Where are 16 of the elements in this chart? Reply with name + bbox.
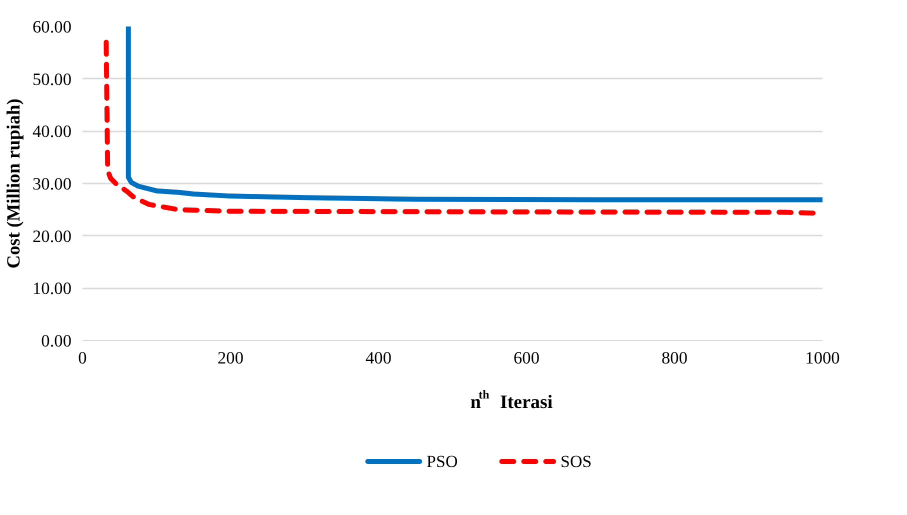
y-tick-label: 30.00 (32, 174, 72, 194)
y-tick-label: 60.00 (32, 18, 72, 36)
y-tick-label: 40.00 (32, 122, 72, 142)
x-tick-label: 400 (366, 348, 392, 368)
y-tick-label: 50.00 (32, 70, 72, 89)
x-tick-label: 600 (514, 348, 540, 368)
x-tick-label: 800 (662, 348, 688, 368)
x-tick-label: 200 (218, 348, 244, 368)
legend-label: SOS (560, 452, 592, 471)
legend-label: PSO (426, 452, 458, 471)
y-axis-title: Cost (Million rupiah) (4, 98, 25, 268)
x-tick-label: 0 (78, 348, 87, 368)
y-tick-label: 10.00 (32, 279, 72, 298)
x-tick-label: 1000 (805, 348, 840, 368)
y-tick-label: 0.00 (41, 332, 72, 350)
y-tick-label: 20.00 (32, 226, 72, 246)
